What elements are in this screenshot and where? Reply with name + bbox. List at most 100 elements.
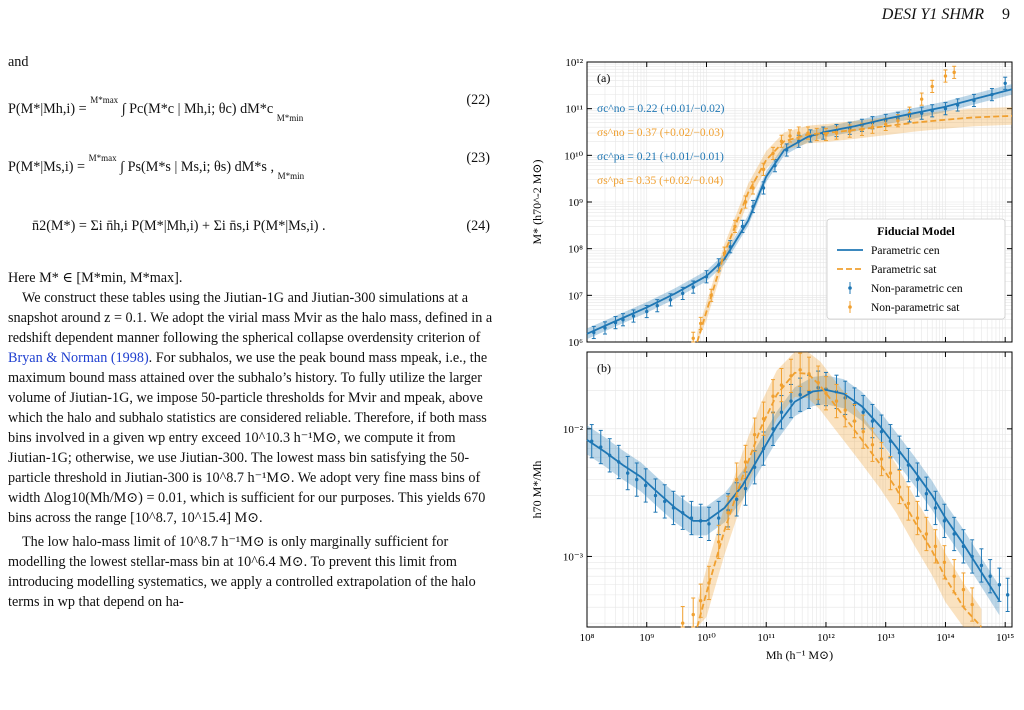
data-point-cen — [716, 516, 721, 520]
confidence-band-cen — [587, 375, 1000, 616]
data-point-sat — [879, 457, 884, 461]
data-point-sat — [698, 321, 703, 326]
data-point-sat — [761, 167, 766, 172]
page-number: 9 — [1002, 6, 1010, 23]
data-point-cen — [635, 477, 639, 482]
data-point-cen — [625, 471, 630, 475]
y-axis-label: h70 M*/Mh — [530, 461, 544, 519]
model-line-cen — [586, 88, 1013, 335]
data-point-sat — [681, 621, 685, 625]
data-point-sat — [843, 408, 847, 412]
x-tick-label: 10¹¹ — [757, 632, 775, 644]
legend-entry: Non-parametric cen — [871, 283, 963, 295]
figure-svg: 10⁶ 10⁷ 10⁸ 10⁹ 10¹⁰ 10¹¹ 10¹² (a) M* (h70^-2 M⊙… — [530, 57, 1014, 662]
data-point-cen — [861, 410, 865, 414]
y-tick-label: 10⁸ — [568, 244, 583, 256]
data-point-sat — [834, 399, 839, 403]
data-point-sat — [771, 394, 775, 398]
data-point-sat — [961, 587, 966, 592]
data-point-cen — [643, 483, 648, 488]
panel-label: (b) — [597, 361, 611, 375]
eq23-lhs: P(M*|Ms,i) = — [8, 159, 86, 175]
y-tick-label: 10¹¹ — [565, 104, 583, 116]
data-point-sat — [698, 599, 703, 603]
data-point-sat — [861, 429, 865, 434]
paragraph-here: Here M* ∈ [M*min, M*max]. — [8, 270, 183, 286]
data-point-cen — [655, 303, 659, 308]
data-point-sat — [752, 432, 757, 437]
legend-swatch-dot — [848, 286, 852, 290]
sigma-annotation: σc^no = 0.22 (+0.01/−0.02) — [597, 103, 725, 115]
eq22-lhs: P(M*|Mh,i) = — [8, 101, 87, 117]
data-point-sat — [743, 460, 748, 464]
data-point-cen — [691, 285, 695, 289]
paragraph-1: We construct these tables using the Jiut… — [8, 290, 493, 526]
x-tick-label: 10¹⁵ — [996, 632, 1014, 644]
data-point-sat — [924, 532, 929, 536]
data-point-cen — [979, 563, 984, 568]
x-tick-label: 10⁸ — [580, 632, 595, 644]
data-point-cen — [915, 477, 920, 482]
confidence-band-cen — [587, 83, 1012, 340]
y-tick-label: 10⁻² — [563, 424, 584, 436]
data-point-sat — [716, 540, 721, 544]
x-tick-label: 10¹² — [817, 632, 835, 644]
legend-swatch-dot — [848, 305, 852, 309]
legend-box — [826, 218, 1006, 320]
data-point-cen — [779, 410, 784, 414]
equation-24: n̄2(M*) = Σi n̄h,i P(M*|Mh,i) + Σi n̄s,i… — [8, 194, 494, 258]
data-point-cen — [743, 486, 748, 491]
data-point-sat — [952, 574, 956, 578]
data-point-sat — [797, 131, 801, 135]
data-point-sat — [919, 97, 924, 101]
data-point-cen — [942, 519, 947, 523]
y-axis-label: M* (h70^-2 M⊙) — [530, 159, 544, 244]
data-point-cen — [631, 314, 636, 318]
header-title: DESI Y1 SHMR — [881, 6, 984, 23]
data-point-sat — [952, 70, 956, 75]
data-point-sat — [734, 477, 739, 482]
eq23-upper: M*max — [88, 153, 117, 163]
data-point-sat — [933, 544, 938, 549]
data-point-cen — [933, 506, 938, 510]
citation-link[interactable]: Bryan & Norman (1998) — [8, 350, 149, 366]
x-tick-label: 10⁹ — [639, 632, 654, 644]
y-tick-label: 10⁷ — [568, 290, 583, 302]
y-tick-label: 10⁻³ — [563, 551, 584, 563]
x-tick-label: 10¹³ — [877, 632, 895, 644]
data-point-sat — [788, 134, 792, 138]
equation-23: P(M*|Ms,i) = M*max ∫ Ps(M*s | Ms,i; θs) … — [8, 136, 494, 184]
data-point-sat — [870, 443, 875, 447]
eq24-number: (24) — [466, 218, 490, 234]
paragraph-and: and — [8, 54, 29, 70]
eq24-rhs: Σi n̄h,i P(M*|Mh,i) + Σi n̄s,i P(M*|Ms,i… — [90, 218, 326, 234]
eq23-lower: M*min — [277, 171, 305, 181]
sigma-annotation: σs^no = 0.37 (+0.02/−0.03) — [597, 127, 724, 139]
data-point-cen — [789, 399, 793, 403]
data-point-sat — [888, 471, 893, 475]
text-column: and P(M*|Mh,i) = M*max ∫ Pc(M*c | Mh,i; … — [8, 52, 494, 612]
legend-entry: Parametric sat — [871, 264, 937, 276]
data-point-sat — [906, 501, 911, 506]
data-point-sat — [691, 612, 695, 617]
data-point-cen — [734, 497, 739, 502]
running-header: DESI Y1 SHMR 9 — [882, 6, 1010, 24]
data-point-sat — [897, 485, 902, 489]
data-point-cen — [681, 291, 685, 296]
eq22-integral: ∫ Pc(M*c | Mh,i; θc) dM*c — [121, 101, 274, 117]
x-axis-label: Mh (h⁻¹ M⊙) — [766, 648, 833, 662]
eq22-lower: M*min — [276, 113, 304, 123]
data-point-cen — [924, 492, 929, 496]
data-point-cen — [870, 419, 875, 423]
y-tick-label: 10¹² — [565, 57, 583, 69]
legend-entry: Non-parametric sat — [871, 302, 960, 314]
legend-title: Fiducial Model — [877, 224, 955, 238]
x-tick-label: 10¹⁴ — [936, 632, 954, 644]
data-point-sat — [915, 516, 920, 520]
data-point-cen — [988, 574, 992, 578]
data-point-cen — [653, 493, 658, 498]
data-point-sat — [691, 336, 695, 341]
y-tick-label: 10⁹ — [568, 197, 583, 209]
data-point-cen — [1005, 593, 1010, 597]
data-point-sat — [942, 560, 947, 564]
